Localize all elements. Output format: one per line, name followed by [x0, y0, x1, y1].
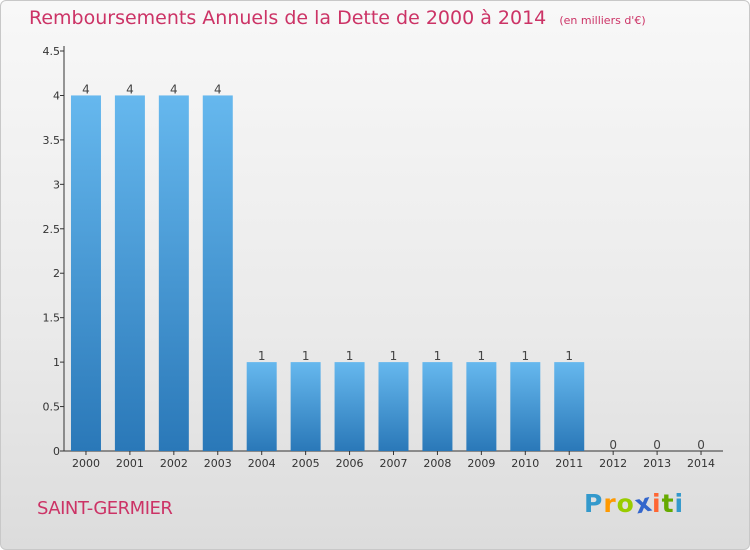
bar	[378, 362, 409, 451]
data-label: 1	[390, 349, 398, 363]
data-label: 1	[565, 349, 573, 363]
data-label: 0	[653, 438, 661, 452]
data-label: 0	[697, 438, 705, 452]
logo-letter: o	[616, 489, 635, 518]
y-tick-label: 3.5	[43, 134, 61, 147]
bar	[202, 95, 233, 451]
bar	[466, 362, 497, 451]
data-label: 1	[478, 349, 486, 363]
logo-letter: i	[652, 489, 662, 518]
chart-title: Remboursements Annuels de la Dette de 20…	[29, 7, 646, 29]
data-label: 4	[170, 82, 178, 96]
x-tick-label: 2002	[160, 457, 188, 470]
proxiti-logo: Proxiti	[584, 488, 685, 520]
data-label: 1	[521, 349, 529, 363]
data-label: 4	[214, 82, 222, 96]
logo-letter: t	[661, 489, 675, 518]
y-tick-label: 3	[53, 178, 60, 191]
x-tick-label: 2007	[380, 457, 408, 470]
bar	[70, 95, 101, 451]
bar	[246, 362, 277, 451]
y-tick-label: 0.5	[43, 401, 61, 414]
chart-subtitle: (en milliers d'€)	[559, 14, 646, 27]
y-tick-label: 1	[53, 356, 60, 369]
data-label: 1	[302, 349, 310, 363]
y-tick-label: 4.5	[43, 45, 61, 58]
x-tick-label: 2014	[687, 457, 715, 470]
bar	[510, 362, 541, 451]
y-tick-label: 2	[53, 267, 60, 280]
y-tick-label: 4	[53, 89, 60, 102]
x-tick-label: 2013	[643, 457, 671, 470]
y-tick-label: 0	[53, 445, 60, 458]
bar	[554, 362, 585, 451]
x-tick-label: 2005	[292, 457, 320, 470]
chart-title-main: Remboursements Annuels de la Dette de 20…	[29, 7, 547, 29]
bar	[158, 95, 189, 451]
x-tick-label: 2008	[423, 457, 451, 470]
x-tick-label: 2004	[248, 457, 276, 470]
bar	[334, 362, 365, 451]
x-tick-label: 2012	[599, 457, 627, 470]
data-label: 4	[82, 82, 90, 96]
x-tick-label: 2011	[555, 457, 583, 470]
bar	[422, 362, 453, 451]
x-tick-label: 2000	[72, 457, 100, 470]
y-tick-label: 1.5	[43, 312, 61, 325]
logo-letter: i	[674, 489, 685, 518]
commune-name: SAINT-GERMIER	[37, 498, 173, 519]
x-tick-label: 2010	[511, 457, 539, 470]
data-label: 1	[346, 349, 354, 363]
x-tick-label: 2001	[116, 457, 144, 470]
data-label: 1	[434, 349, 442, 363]
data-label: 4	[126, 82, 134, 96]
logo-letter: P	[584, 489, 604, 518]
logo-letter: r	[603, 489, 617, 518]
x-tick-label: 2006	[336, 457, 364, 470]
data-label: 0	[609, 438, 617, 452]
y-tick-label: 2.5	[43, 223, 61, 236]
bar	[290, 362, 321, 451]
data-label: 1	[258, 349, 266, 363]
x-tick-label: 2003	[204, 457, 232, 470]
bar	[114, 95, 145, 451]
x-tick-label: 2009	[467, 457, 495, 470]
